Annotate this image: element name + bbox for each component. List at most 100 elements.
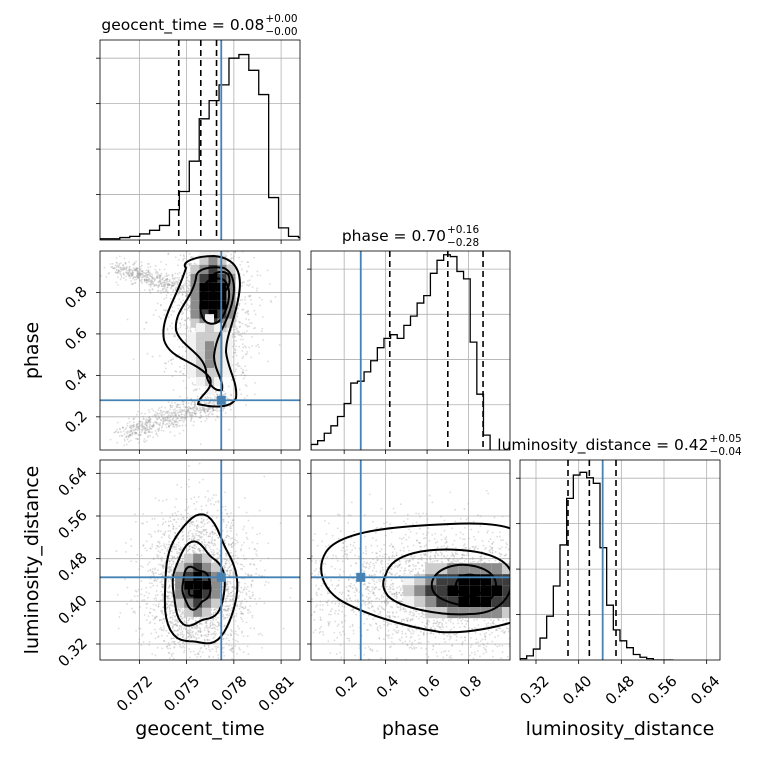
sample-point <box>159 557 162 560</box>
sample-point <box>118 616 121 618</box>
sample-point <box>247 310 250 313</box>
sample-point <box>191 412 194 414</box>
sample-point <box>182 416 185 419</box>
sample-point <box>154 628 156 631</box>
sample-point <box>185 414 188 416</box>
sample-point <box>141 423 144 426</box>
sample-point <box>251 527 254 529</box>
sample-point <box>168 644 171 647</box>
sample-point <box>199 407 201 410</box>
sample-point <box>171 601 174 603</box>
sample-point <box>124 271 127 274</box>
sample-point <box>148 418 151 421</box>
density-cell <box>205 368 215 378</box>
sample-point <box>162 418 165 421</box>
sample-point <box>174 370 177 373</box>
sample-point <box>205 504 208 507</box>
sample-point <box>152 282 155 285</box>
sample-point <box>245 318 247 320</box>
sample-point <box>226 573 229 576</box>
sample-point <box>181 401 184 403</box>
sample-point <box>163 543 166 545</box>
sample-point <box>226 580 229 583</box>
sample-point <box>238 303 240 306</box>
sample-point <box>244 605 247 608</box>
sample-point <box>172 423 175 426</box>
sample-point <box>228 565 231 568</box>
sample-point <box>238 326 241 328</box>
sample-point <box>223 624 226 627</box>
sample-point <box>136 274 139 277</box>
sample-point <box>175 420 178 423</box>
sample-point <box>166 419 169 422</box>
sample-point <box>192 664 194 666</box>
sample-point <box>132 431 134 434</box>
sample-point <box>153 580 156 582</box>
sample-point <box>213 403 216 406</box>
sample-point <box>135 267 138 270</box>
sample-point <box>153 285 156 287</box>
sample-point <box>200 415 203 418</box>
sample-point <box>136 595 139 597</box>
sample-point <box>148 279 151 282</box>
panel-content <box>100 207 281 447</box>
sample-point <box>191 631 194 634</box>
sample-point <box>185 416 188 419</box>
sample-point <box>197 652 200 654</box>
sample-point <box>160 282 163 285</box>
sample-point <box>117 270 120 273</box>
sample-point <box>238 304 241 307</box>
sample-point <box>161 278 164 281</box>
sample-point <box>140 280 143 283</box>
sample-point <box>145 275 148 278</box>
sample-point <box>152 608 155 611</box>
sample-point <box>144 423 147 426</box>
sample-point <box>192 618 194 621</box>
sample-point <box>191 414 193 417</box>
sample-point <box>215 500 217 503</box>
sample-point <box>151 408 153 410</box>
sample-point <box>212 401 215 404</box>
sample-point <box>128 273 131 276</box>
sample-point <box>134 276 137 279</box>
sample-point <box>242 377 245 380</box>
sample-point <box>122 272 125 275</box>
sample-point <box>228 566 231 569</box>
sample-point <box>178 322 181 325</box>
sample-point <box>177 538 180 540</box>
sample-point <box>180 286 183 289</box>
sample-point <box>229 649 232 652</box>
sample-point <box>142 426 145 429</box>
sample-point <box>274 296 277 298</box>
sample-point <box>161 556 163 559</box>
sample-point <box>228 574 230 577</box>
sample-point <box>189 529 192 532</box>
sample-point <box>201 207 203 209</box>
sample-point <box>134 268 137 271</box>
sample-point <box>181 560 183 563</box>
sample-point <box>189 407 192 410</box>
sample-point <box>141 522 143 525</box>
sample-point <box>234 375 237 377</box>
sample-point <box>193 547 196 550</box>
sample-point <box>122 264 125 266</box>
sample-point <box>224 491 226 494</box>
sample-point <box>162 421 165 424</box>
sample-point <box>190 419 193 421</box>
sample-point <box>235 241 237 243</box>
sample-point <box>143 427 146 430</box>
sample-point <box>108 271 111 274</box>
sample-point <box>189 330 192 333</box>
sample-point <box>156 569 159 572</box>
sample-point <box>147 276 150 279</box>
sample-point <box>193 412 196 415</box>
sample-point <box>143 613 146 616</box>
sample-point <box>241 612 244 615</box>
sample-point <box>201 651 204 654</box>
sample-point <box>171 309 174 312</box>
sample-point <box>147 283 150 286</box>
sample-point <box>185 617 188 619</box>
sample-point <box>217 657 220 659</box>
sample-point <box>153 414 156 417</box>
sample-point <box>195 388 198 391</box>
